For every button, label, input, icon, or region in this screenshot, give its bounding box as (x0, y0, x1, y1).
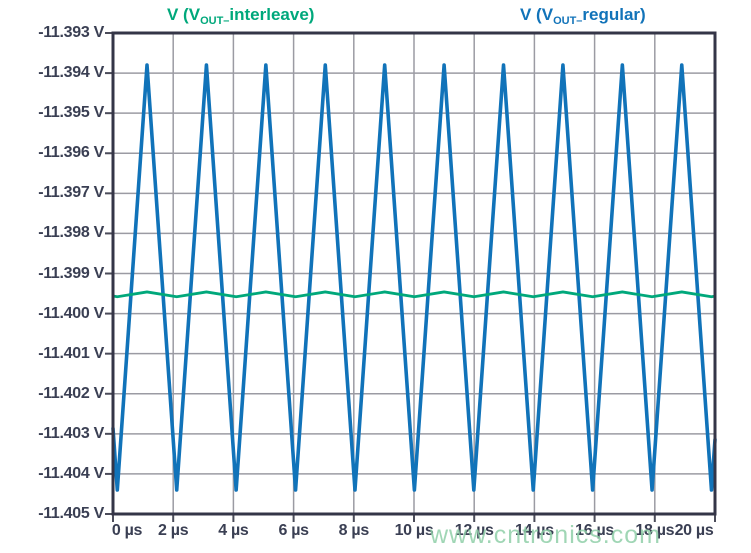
x-tick-label: 4 µs (218, 522, 249, 539)
y-tick-label: -11.401 V (38, 344, 104, 362)
y-tick-label: -11.404 V (38, 464, 104, 482)
y-tick-label: -11.395 V (38, 104, 104, 122)
y-tick-label: -11.396 V (38, 144, 104, 162)
legend-regular-prefix: V (V (520, 5, 554, 24)
x-tick-label: 12 µs (454, 522, 494, 539)
legend-regular-sub: OUT– (553, 15, 583, 27)
y-tick-label: -11.403 V (38, 424, 104, 442)
legend-interleave: V (VOUT–interleave) (167, 5, 314, 27)
x-tick-label: 14 µs (514, 522, 554, 539)
legend-interleave-sub: OUT– (200, 15, 230, 27)
y-tick-label: -11.400 V (38, 304, 104, 322)
x-tick-label: 10 µs (394, 522, 434, 539)
x-tick-label: 8 µs (338, 522, 370, 539)
series-V_OUT_regular (111, 63, 717, 492)
y-tick-label: -11.402 V (38, 384, 104, 402)
y-tick-label: -11.397 V (38, 184, 104, 202)
x-tick-label: 18 µs (635, 522, 675, 539)
x-tick-label: 2 µs (158, 522, 189, 539)
y-tick-label: -11.399 V (38, 264, 104, 282)
y-tick-label: -11.393 V (38, 24, 104, 41)
x-tick-label: 6 µs (278, 522, 309, 539)
x-tick-label: 0 µs (111, 522, 143, 539)
legend-regular: V (VOUT–regular) (520, 5, 646, 27)
y-tick-label: -11.394 V (38, 64, 104, 82)
y-tick-label: -11.398 V (38, 224, 104, 242)
legend-interleave-prefix: V (V (167, 5, 201, 24)
legend-regular-suffix: regular) (582, 5, 646, 24)
y-tick-label: -11.405 V (38, 505, 104, 522)
plot-border (111, 31, 717, 516)
legend-interleave-suffix: interleave) (229, 5, 315, 24)
series-V_OUT_interleave (111, 290, 717, 299)
x-tick-label: 20 µs (674, 522, 714, 539)
x-tick-label: 16 µs (575, 522, 615, 539)
